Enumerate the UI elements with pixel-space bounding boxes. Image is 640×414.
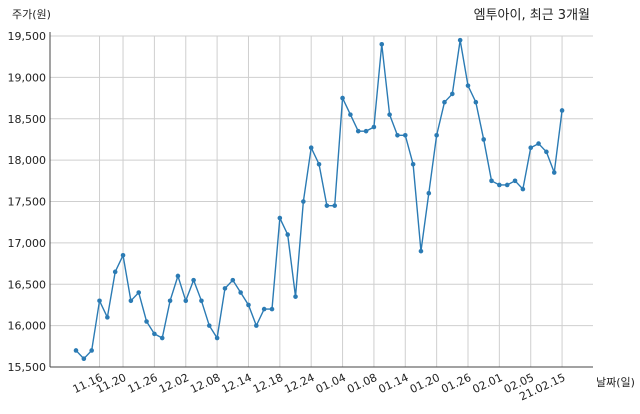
price-data-point <box>222 286 228 291</box>
price-data-point <box>308 145 314 151</box>
price-data-point <box>230 277 236 283</box>
price-data-point <box>105 315 110 320</box>
price-data-point <box>128 298 134 304</box>
price-data-point <box>269 306 275 312</box>
price-data-point <box>73 348 79 353</box>
price-data-point <box>528 145 534 151</box>
price-data-point <box>434 133 439 138</box>
price-data-point <box>387 112 392 117</box>
price-data-point <box>293 294 298 299</box>
x-tick-label: 01.20 <box>408 371 442 396</box>
axes <box>49 32 593 368</box>
y-axis-tick-labels: 15,500 16,000 16,500 17,000 17,500 18,000 18,5… <box>8 30 47 374</box>
price-data-point <box>175 273 181 279</box>
price-series-line <box>75 40 563 360</box>
y-tick-label: 15,500 <box>8 361 47 374</box>
price-data-point <box>497 182 502 188</box>
x-tick-label: 01.08 <box>345 371 379 396</box>
price-data-point <box>199 298 204 304</box>
price-data-point <box>544 149 549 155</box>
x-axis-unit-label: 날짜(일) <box>596 375 635 389</box>
price-data-point <box>371 124 377 130</box>
y-tick-label: 19,500 <box>8 30 47 43</box>
price-data-point <box>520 186 526 192</box>
price-data-point <box>504 182 510 188</box>
price-data-point <box>402 133 408 138</box>
price-data-point <box>246 302 251 308</box>
price-data-point <box>167 298 173 304</box>
x-tick-label: 01.14 <box>377 371 411 396</box>
x-axis-tick-labels: 11.1611.2011.2612.0212.0812.1412.1812.24… <box>71 371 568 403</box>
price-data-point <box>81 356 87 362</box>
x-tick-label: 02.01 <box>471 371 505 396</box>
x-tick-label: 12.24 <box>282 371 316 396</box>
price-data-point <box>473 99 479 105</box>
price-data-point <box>465 83 471 88</box>
price-data-point <box>191 277 196 283</box>
price-data-point <box>536 141 541 146</box>
price-data-point <box>316 161 322 167</box>
price-data-point <box>183 298 189 304</box>
price-data-point <box>301 199 306 204</box>
price-data-point <box>261 306 267 312</box>
y-tick-label: 16,000 <box>8 320 47 333</box>
y-tick-label: 17,500 <box>8 196 47 209</box>
price-data-point <box>348 112 353 117</box>
price-data-point <box>214 335 220 341</box>
price-data-point <box>277 215 283 221</box>
price-data-point <box>206 323 212 328</box>
price-data-point <box>238 290 243 295</box>
price-data-point <box>159 335 165 341</box>
price-data-point <box>144 319 149 324</box>
price-data-point <box>450 91 455 97</box>
price-data-point <box>379 41 385 47</box>
price-data-point <box>324 203 330 208</box>
y-tick-label: 18,500 <box>8 113 47 126</box>
price-data-point <box>457 37 463 43</box>
x-tick-label: 01.26 <box>439 371 473 396</box>
price-data-point <box>418 248 424 254</box>
x-tick-label: 12.08 <box>188 371 222 396</box>
price-data-point <box>120 252 126 258</box>
price-data-point <box>395 133 400 138</box>
y-tick-label: 16,500 <box>8 278 47 291</box>
price-data-point <box>340 95 345 101</box>
price-data-point <box>136 290 142 295</box>
x-tick-label: 01.04 <box>314 371 348 396</box>
y-axis-unit-label: 주가(원) <box>12 8 51 21</box>
price-data-point <box>489 178 494 184</box>
price-data-point <box>426 190 432 196</box>
price-data-point <box>97 298 102 304</box>
price-data-point <box>254 323 259 328</box>
price-data-point <box>355 128 361 134</box>
price-data-point <box>512 178 518 184</box>
x-tick-label: 12.14 <box>220 371 254 396</box>
y-tick-label: 19,000 <box>8 71 47 84</box>
price-data-point <box>442 99 447 105</box>
y-tick-label: 18,000 <box>8 154 47 167</box>
chart-title: 엠투아이, 최근 3개월 <box>474 8 590 23</box>
price-data-point <box>481 137 486 142</box>
price-data-point <box>112 269 118 275</box>
price-data-point <box>152 331 157 337</box>
price-data-point <box>89 348 94 353</box>
price-data-point <box>559 108 565 113</box>
y-tick-label: 17,000 <box>8 237 47 250</box>
x-tick-label: 12.02 <box>157 371 191 396</box>
price-data-point <box>332 203 338 208</box>
price-data-point <box>410 161 416 167</box>
x-tick-label: 12.18 <box>251 371 285 396</box>
price-data-point <box>551 170 557 175</box>
grid-lines <box>50 35 593 368</box>
x-tick-label: 11.26 <box>126 371 160 396</box>
series-layer <box>73 37 565 362</box>
price-data-point <box>363 128 369 134</box>
price-data-point <box>285 232 290 237</box>
